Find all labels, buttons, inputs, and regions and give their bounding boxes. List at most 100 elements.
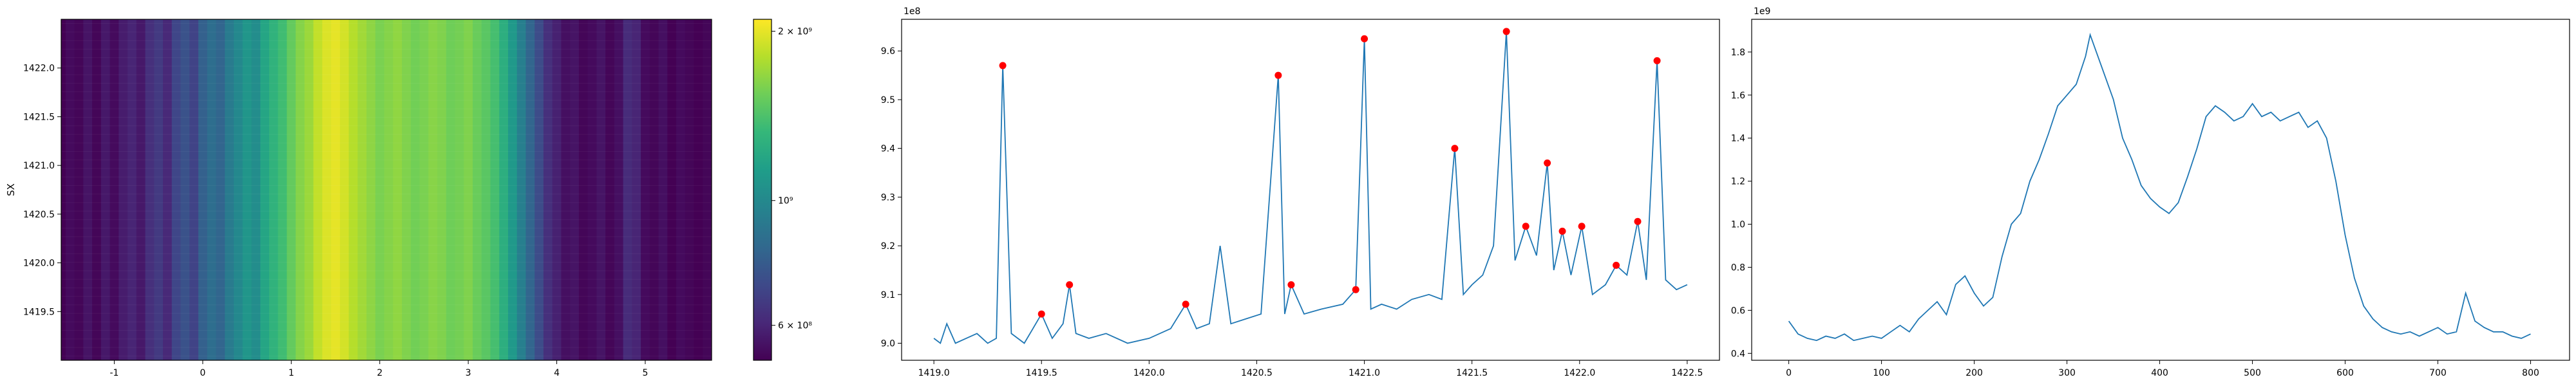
peak-marker <box>1451 145 1459 152</box>
colorbar-tick-label: 6 × 10⁸ <box>778 321 812 331</box>
heatmap-column <box>481 19 491 360</box>
heatmap-column <box>287 19 296 360</box>
heatmap-column <box>278 19 288 360</box>
peaks-x-tick-label: 1419.0 <box>918 368 950 378</box>
heatmap-column <box>339 19 350 360</box>
heatmap-column <box>694 19 704 360</box>
heatmap-x-tick-label: 0 <box>200 368 205 378</box>
heatmap-column <box>535 19 544 360</box>
heatmap-column <box>189 19 199 360</box>
heatmap-column <box>676 19 686 360</box>
heatmap-column <box>472 19 482 360</box>
peak-marker <box>1613 261 1620 269</box>
peaks-y-tick-label: 9.6 <box>881 46 895 57</box>
heatmap-column <box>216 19 226 360</box>
profile-offset-label: 1e9 <box>1754 6 1770 17</box>
heatmap-column <box>260 19 270 360</box>
heatmap-column <box>685 19 695 360</box>
heatmap-column <box>703 19 712 360</box>
peaks-x-tick-label: 1421.0 <box>1349 368 1380 378</box>
heatmap-column <box>65 19 75 360</box>
heatmap-y-tick-label: 1420.0 <box>23 259 55 269</box>
heatmap-column <box>269 19 279 360</box>
heatmap-column <box>455 19 465 360</box>
heatmap-x-axis: -1 0 1 2 3 4 5 <box>109 360 648 378</box>
heatmap-column <box>384 19 394 360</box>
heatmap-cells <box>61 19 712 360</box>
heatmap-column <box>552 19 562 360</box>
heatmap-y-tick-label: 1420.5 <box>23 210 55 220</box>
heatmap-column <box>570 19 580 360</box>
heatmap-column <box>366 19 376 360</box>
heatmap-column <box>83 19 93 360</box>
peaks-y-axis: 9.0 9.1 9.2 9.3 9.4 9.5 9.6 <box>881 46 902 349</box>
heatmap-column <box>233 19 243 360</box>
heatmap-y-tick-label: 1422.0 <box>23 64 55 74</box>
profile-y-tick-label: 1.4 <box>1731 134 1745 144</box>
profile-x-tick-label: 400 <box>2151 368 2168 378</box>
profile-y-tick-label: 1.0 <box>1731 220 1745 230</box>
profile-frame <box>1751 19 2570 361</box>
heatmap-column <box>623 19 633 360</box>
heatmap-column <box>543 19 553 360</box>
heatmap-column <box>128 19 137 360</box>
peaks-y-tick-label: 9.0 <box>881 339 895 349</box>
profile-series-line <box>1788 32 2531 342</box>
heatmap-column <box>198 19 208 360</box>
profile-line-panel: 0 100 200 300 400 500 600 700 800 0.4 0.6 0.8 1.0 1.… <box>1731 6 2570 378</box>
heatmap-column <box>490 19 500 360</box>
peaks-x-tick-label: 1422.0 <box>1564 368 1595 378</box>
peak-markers <box>999 28 1661 318</box>
colorbar-frame <box>753 19 772 361</box>
peaks-x-tick-label: 1421.5 <box>1456 368 1488 378</box>
peaks-y-tick-label: 9.2 <box>881 241 895 252</box>
peaks-x-axis: 1419.0 1419.5 1420.0 1420.5 1421.0 1421.5 1422… <box>918 360 1703 378</box>
peaks-offset-label: 1e8 <box>904 6 920 17</box>
peak-marker <box>1287 281 1295 289</box>
heatmap-column <box>171 19 182 360</box>
profile-x-tick-label: 0 <box>1786 368 1792 378</box>
heatmap-column <box>163 19 173 360</box>
heatmap-column <box>587 19 598 360</box>
profile-x-tick-label: 500 <box>2244 368 2261 378</box>
peak-marker <box>999 62 1007 69</box>
heatmap-x-tick-label: 3 <box>466 368 471 378</box>
heatmap-column <box>516 19 527 360</box>
peak-marker <box>1522 223 1530 230</box>
heatmap-column <box>464 19 473 360</box>
peak-marker <box>1037 310 1045 318</box>
colorbar-ticks: 6 × 10⁸ 10⁹ 2 × 10⁹ <box>772 27 812 331</box>
colorbar-gradient <box>753 19 772 360</box>
heatmap-panel: -1 0 1 2 3 4 5 1419.51420.01420.51421.01421.51… <box>5 19 712 378</box>
peak-marker <box>1274 71 1282 79</box>
heatmap-y-label: SX <box>5 183 17 196</box>
heatmap-column <box>402 19 412 360</box>
profile-y-tick-label: 0.6 <box>1731 306 1745 316</box>
profile-x-tick-label: 800 <box>2522 368 2539 378</box>
heatmap-column <box>561 19 571 360</box>
heatmap-column <box>641 19 650 360</box>
heatmap-column <box>596 19 606 360</box>
peaks-y-tick-label: 9.3 <box>881 192 895 203</box>
heatmap-column <box>313 19 323 360</box>
peak-marker <box>1558 227 1566 235</box>
heatmap-column <box>667 19 677 360</box>
profile-y-tick-label: 0.8 <box>1731 262 1745 273</box>
heatmap-column <box>242 19 252 360</box>
heatmap-column <box>296 19 305 360</box>
colorbar: 6 × 10⁸ 10⁹ 2 × 10⁹ <box>753 19 812 361</box>
profile-x-axis: 0 100 200 300 400 500 600 700 800 <box>1786 360 2539 378</box>
peak-marker <box>1544 159 1551 167</box>
heatmap-x-tick-label: 4 <box>554 368 560 378</box>
peak-marker <box>1352 286 1359 293</box>
heatmap-column <box>428 19 438 360</box>
colorbar-tick-label: 10⁹ <box>778 196 793 207</box>
peak-marker <box>1066 281 1074 289</box>
heatmap-y-tick-label: 1421.5 <box>23 112 55 122</box>
heatmap-column <box>322 19 332 360</box>
heatmap-column <box>251 19 261 360</box>
heatmap-column <box>109 19 120 360</box>
peak-marker <box>1634 217 1642 225</box>
peaks-x-tick-label: 1420.0 <box>1133 368 1165 378</box>
heatmap-x-tick-label: -1 <box>109 368 118 378</box>
